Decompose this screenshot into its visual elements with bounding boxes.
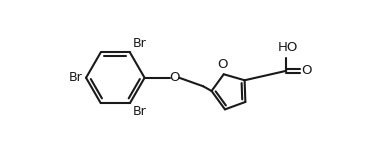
Text: HO: HO <box>278 41 298 54</box>
Text: Br: Br <box>132 105 146 118</box>
Text: Br: Br <box>132 37 146 50</box>
Text: O: O <box>217 58 228 71</box>
Text: O: O <box>169 71 180 84</box>
Text: O: O <box>302 64 312 77</box>
Text: Br: Br <box>69 71 83 84</box>
